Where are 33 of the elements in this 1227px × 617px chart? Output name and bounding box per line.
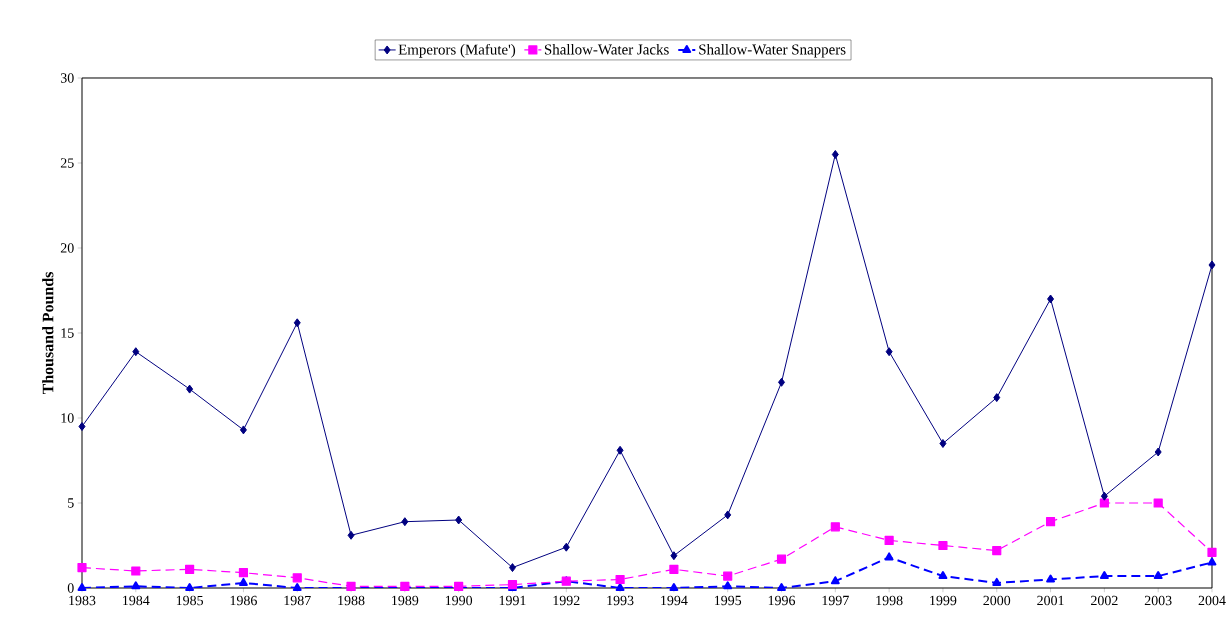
x-tick-label: 2000	[983, 595, 1011, 606]
x-tick-label: 1997	[822, 595, 849, 606]
x-tick-label: 2003	[1144, 595, 1172, 606]
x-tick-label: 1992	[553, 595, 580, 606]
x-tick-label: 1984	[123, 595, 150, 606]
y-tick-label: 10	[61, 413, 74, 423]
x-tick-label: 1995	[714, 595, 742, 606]
x-tick-label: 1983	[69, 595, 96, 606]
y-tick-label: 15	[61, 328, 74, 338]
x-tick-label: 1991	[499, 595, 526, 606]
y-tick-label: 5	[68, 498, 74, 508]
x-tick-label: 2001	[1037, 595, 1064, 606]
x-tick-label: 1986	[230, 595, 257, 606]
x-tick-label: 2002	[1091, 595, 1118, 606]
x-tick-label: 1999	[930, 595, 957, 606]
x-tick-label: 1985	[176, 595, 204, 606]
legend-label: Shallow-Water Snappers	[699, 44, 846, 58]
x-tick-label: 1996	[768, 595, 796, 606]
x-tick-label: 1994	[661, 595, 688, 606]
x-tick-label: 1998	[876, 595, 903, 606]
x-tick-label: 1989	[392, 595, 419, 606]
x-tick-label: 1990	[445, 595, 473, 606]
y-tick-label: 0	[67, 583, 74, 593]
y-tick-label: 25	[60, 158, 74, 168]
x-tick-label: 1993	[607, 595, 634, 606]
y-axis-title: Thousand Pounds	[42, 272, 54, 395]
x-tick-label: 2004	[1198, 595, 1226, 606]
x-tick-label: 1987	[284, 595, 311, 606]
x-tick-label: 1988	[338, 595, 365, 606]
legend-label: Emperors (Mafute')	[398, 43, 516, 58]
y-tick-label: 30	[60, 73, 74, 83]
y-tick-label: 20	[60, 243, 74, 253]
legend-label: Shallow-Water Jacks	[544, 44, 669, 55]
